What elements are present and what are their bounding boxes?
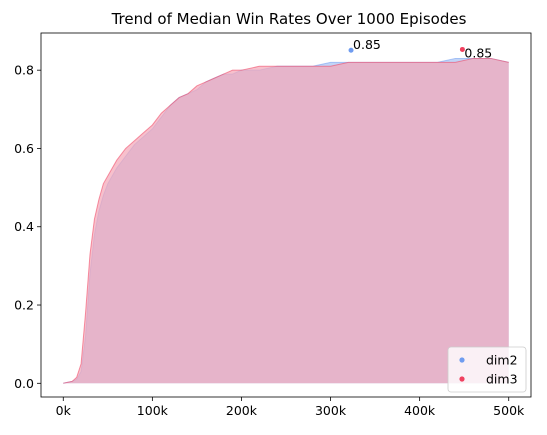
- axes-frame: [40, 32, 532, 398]
- plot-area: [63, 57, 509, 384]
- legend: dim2 dim3: [447, 346, 527, 393]
- axis-ticks: 0k 100k 200k 300k 400k 500k 0.0 0.2 0.4 0.6 0.8: [14, 63, 525, 418]
- legend-box: [447, 346, 527, 393]
- annotations: 0.85 0.85: [348, 37, 492, 60]
- peak-point-dim3: [459, 46, 465, 52]
- peak-label-dim2: 0.85: [353, 37, 381, 52]
- peak-point-dim2: [348, 47, 354, 53]
- legend-label-dim2: dim2: [486, 353, 518, 368]
- y-tick-label: 0.8: [14, 63, 34, 78]
- legend-marker-dim3: [459, 376, 465, 382]
- legend-label-dim3: dim3: [486, 372, 518, 387]
- y-tick-label: 0.0: [14, 376, 34, 391]
- line-dim3: [63, 57, 509, 384]
- peak-label-dim3: 0.85: [464, 45, 492, 60]
- x-tick-label: 300k: [315, 403, 347, 418]
- chart-title: Trend of Median Win Rates Over 1000 Epis…: [111, 10, 467, 28]
- x-tick-label: 400k: [404, 403, 436, 418]
- area-dim3: [63, 58, 509, 384]
- legend-marker-dim2: [459, 357, 465, 363]
- y-tick-label: 0.2: [14, 298, 34, 313]
- y-tick-label: 0.6: [14, 141, 34, 156]
- x-tick-label: 100k: [137, 403, 169, 418]
- y-tick-label: 0.4: [14, 219, 34, 234]
- x-tick-label: 500k: [493, 403, 525, 418]
- x-tick-label: 0k: [56, 403, 72, 418]
- x-tick-label: 200k: [226, 403, 258, 418]
